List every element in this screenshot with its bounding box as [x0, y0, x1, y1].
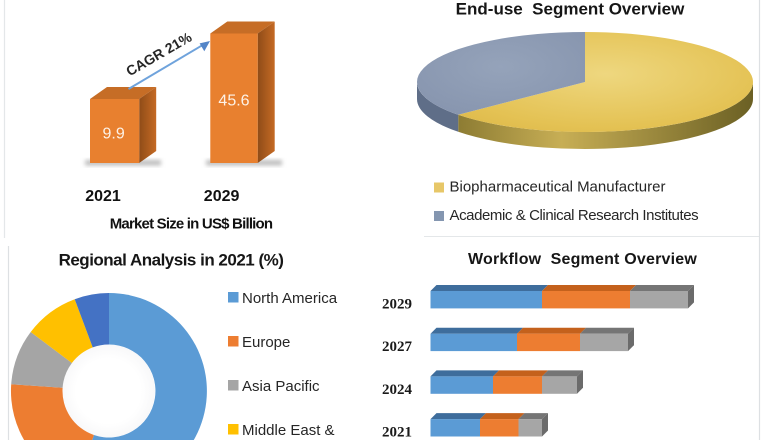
svg-text:Regional Analysis in 2021 (%): Regional Analysis in 2021 (%) — [59, 251, 284, 270]
svg-text:2021: 2021 — [382, 425, 412, 440]
svg-text:North America: North America — [242, 290, 338, 307]
svg-text:2024: 2024 — [382, 382, 413, 398]
svg-text:Biopharmaceutical Manufacturer: Biopharmaceutical Manufacturer — [450, 179, 666, 196]
svg-text:Middle East &: Middle East & — [242, 422, 335, 439]
svg-text:Market Size in US$ Billion: Market Size in US$ Billion — [110, 216, 273, 233]
svg-text:2021: 2021 — [85, 188, 121, 205]
svg-text:Workflow Segment Overview: Workflow Segment Overview — [468, 251, 697, 268]
svg-text:2029: 2029 — [382, 296, 412, 312]
svg-text:End-use Segment Overview: End-use Segment Overview — [456, 0, 685, 19]
svg-text:45.6: 45.6 — [218, 92, 249, 109]
svg-text:Asia Pacific: Asia Pacific — [242, 378, 320, 395]
svg-text:Europe: Europe — [242, 334, 290, 351]
svg-text:9.9: 9.9 — [102, 126, 124, 143]
svg-text:2027: 2027 — [382, 339, 413, 355]
svg-text:2029: 2029 — [204, 188, 240, 205]
svg-text:Academic & Clinical Research I: Academic & Clinical Research Institutes — [450, 207, 699, 224]
